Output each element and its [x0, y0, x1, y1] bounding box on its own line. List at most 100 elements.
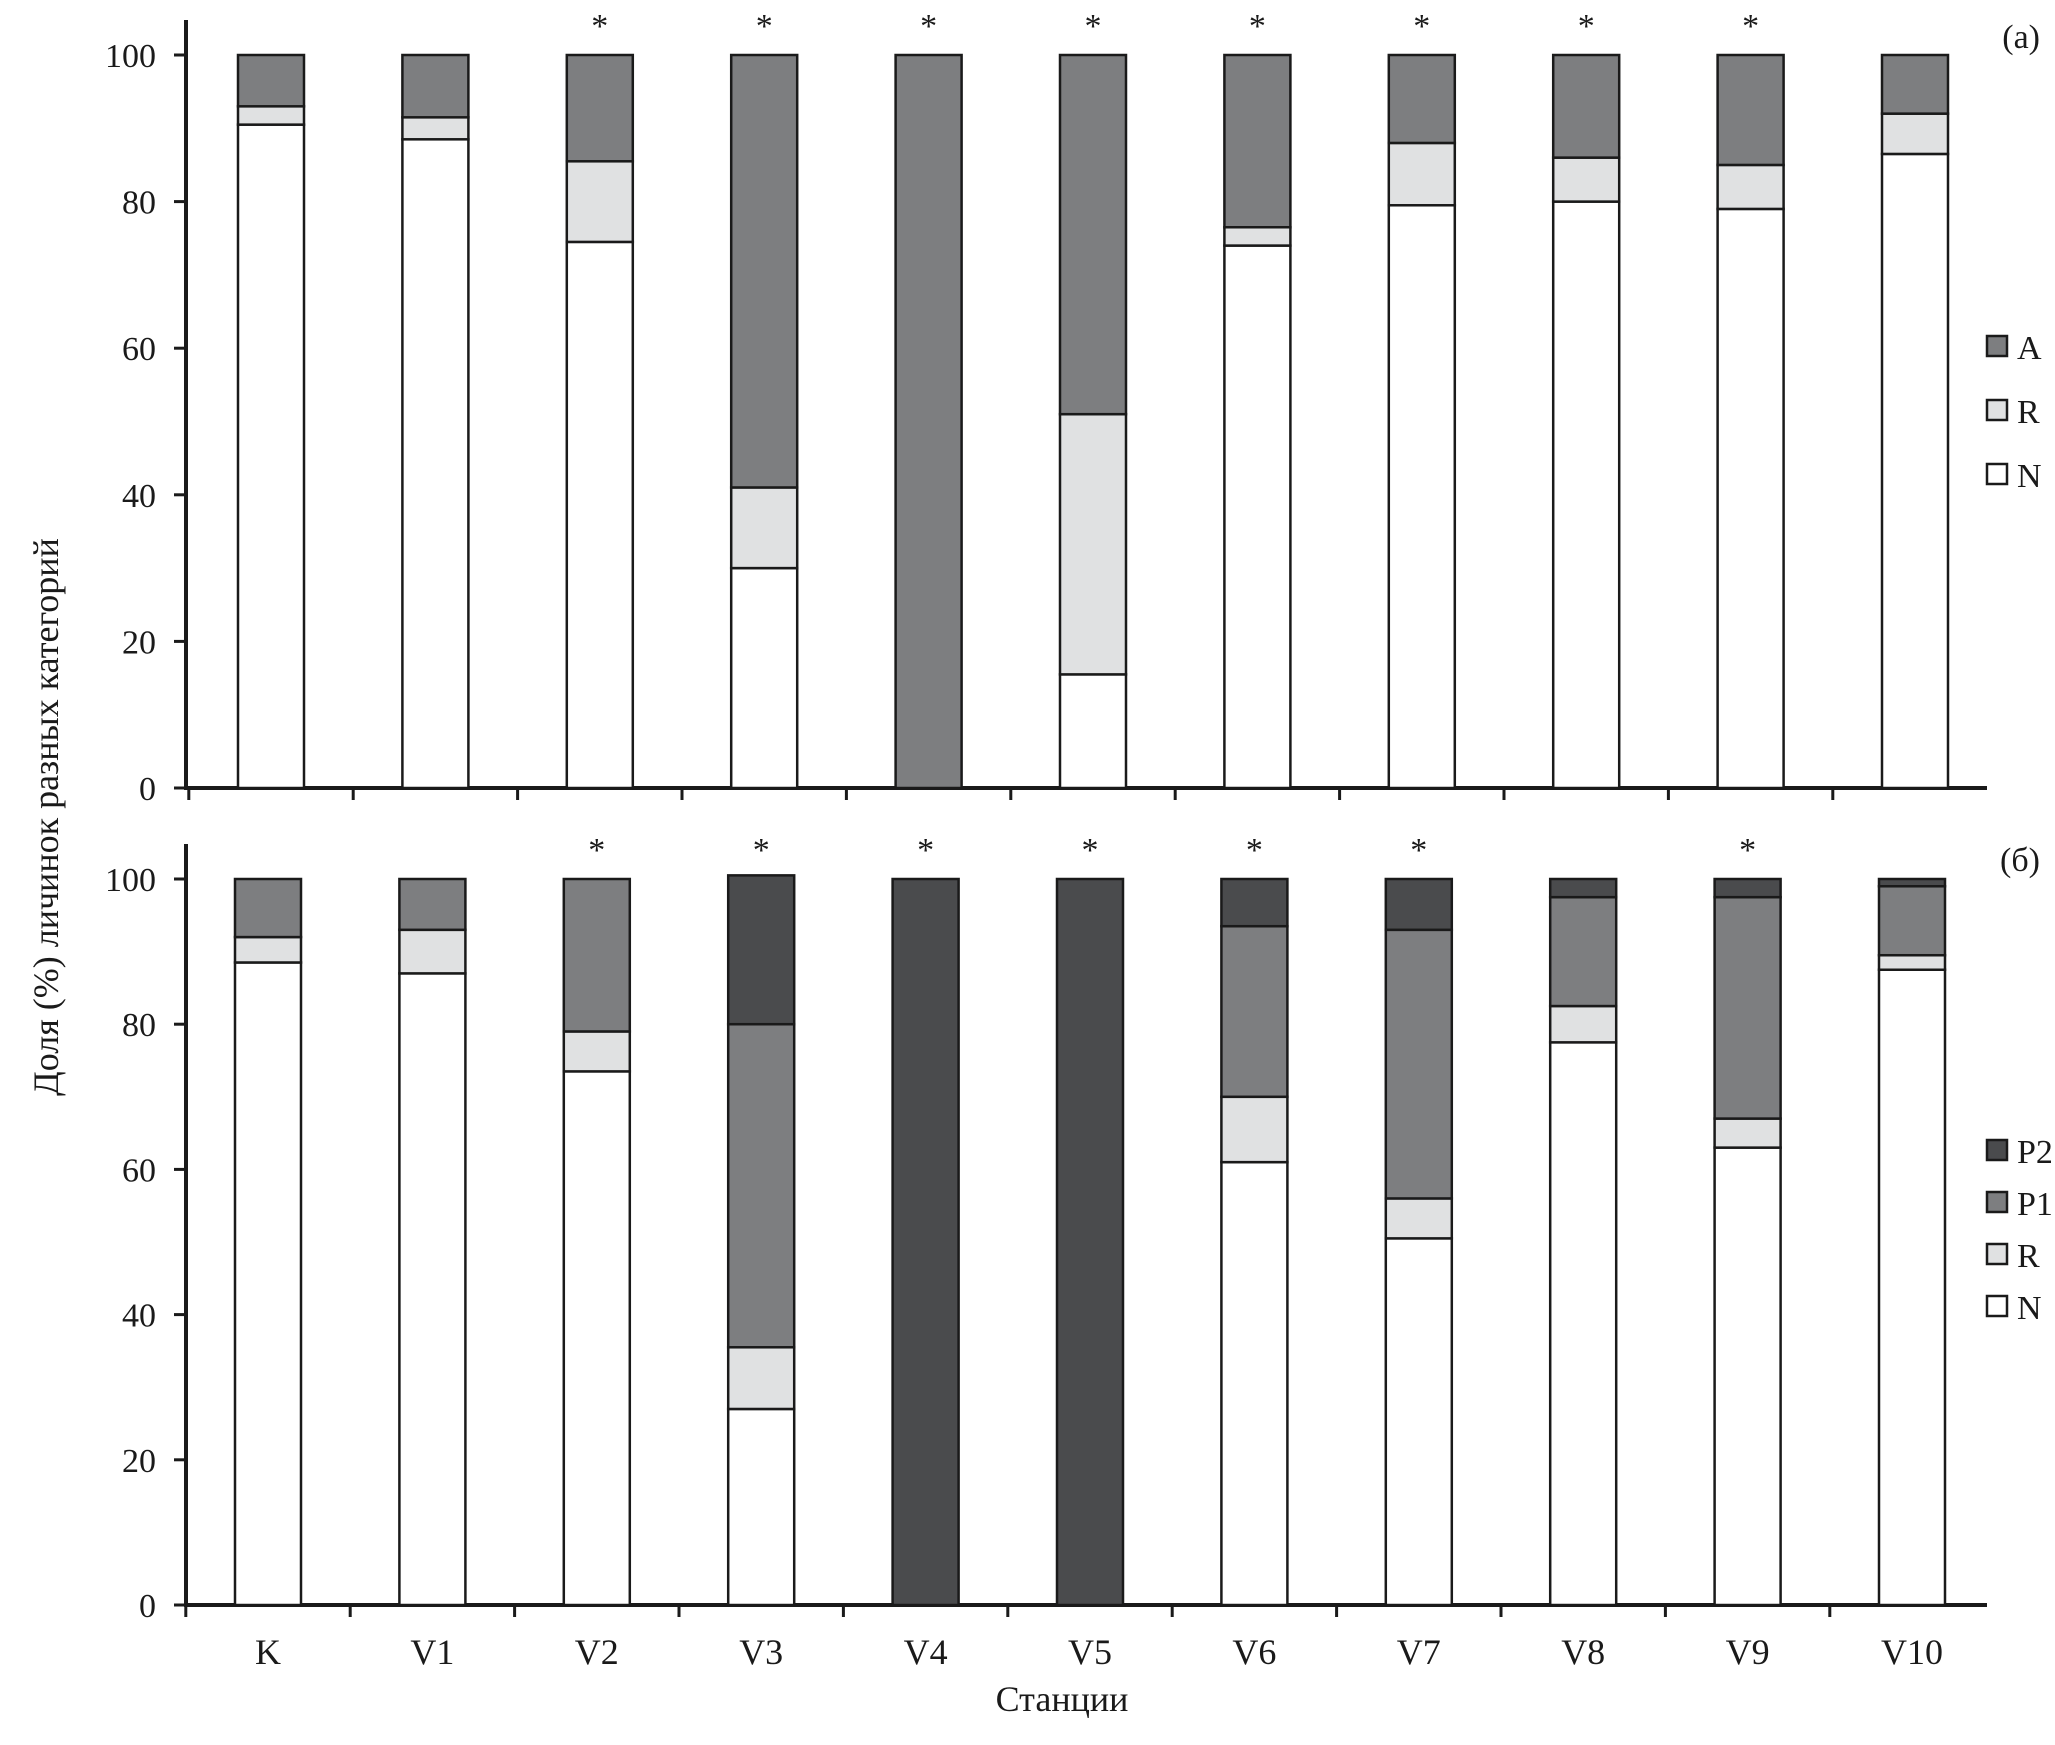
bar-segment-r-v5 [1058, 412, 1128, 676]
x-tick-label: K [255, 1632, 281, 1672]
bar-segment-n-v1 [398, 972, 467, 1607]
x-tick-label: V10 [1881, 1632, 1943, 1672]
significance-marker: * [1085, 8, 1102, 45]
y-tick-label: 20 [122, 624, 156, 661]
x-tick-label: V1 [410, 1632, 454, 1672]
bar-segment-p1-v8 [1548, 895, 1618, 1008]
bar-segment-p2-v9 [1713, 877, 1782, 899]
legend-label-r: R [2017, 394, 2040, 431]
bar-segment-a-k [236, 53, 306, 108]
bar-segment-n-v2 [562, 1070, 632, 1607]
x-tick-label: V5 [1068, 1632, 1112, 1672]
bar-segment-a-v10 [1880, 53, 1950, 115]
significance-marker: * [1578, 8, 1595, 45]
bar-segment-a-v9 [1716, 53, 1785, 167]
y-tick-label: 100 [105, 862, 156, 899]
bar-segment-p1-v10 [1877, 885, 1947, 957]
bar-segment-r-v2 [565, 160, 635, 244]
bar-segment-n-v5 [1058, 673, 1128, 790]
bar-segment-p1-v2 [562, 877, 632, 1033]
bar-segment-p1-k [233, 877, 303, 939]
bar-segment-n-v1 [401, 138, 470, 790]
significance-marker: * [1413, 8, 1430, 45]
bar-segment-r-v1 [401, 116, 470, 141]
bar-segment-r-v10 [1880, 112, 1950, 156]
bar-segment-a-v3 [729, 53, 799, 489]
y-tick-label: 40 [122, 1298, 156, 1335]
y-tick-label: 60 [122, 331, 156, 368]
significance-marker: * [753, 832, 770, 869]
x-tick-label: V9 [1726, 1632, 1770, 1672]
x-tick-label: V6 [1232, 1632, 1276, 1672]
bar-segment-p2-v8 [1548, 877, 1618, 899]
bar-segment-r-v3 [726, 1346, 796, 1411]
bar-segment-p2-v4 [891, 877, 960, 1607]
bar-segment-n-k [236, 123, 306, 790]
significance-marker: * [1082, 832, 1099, 869]
significance-marker: * [1739, 832, 1756, 869]
x-tick-label: V3 [739, 1632, 783, 1672]
y-tick-label: 80 [122, 185, 156, 222]
bar-segment-n-v9 [1716, 207, 1785, 790]
significance-marker: * [1410, 832, 1427, 869]
legend-label-p1: P1 [2017, 1186, 2053, 1223]
legend-swatch-r [1985, 398, 2009, 422]
legend-swatch-p1 [1985, 1190, 2009, 1214]
bar-segment-a-v8 [1551, 53, 1621, 159]
bar-segment-r-v7 [1387, 141, 1457, 207]
legend-label-p2: P2 [2017, 1134, 2053, 1171]
bar-segment-r-v8 [1551, 156, 1621, 203]
legend-label-n: N [2017, 458, 2042, 495]
bar-segment-r-v9 [1716, 163, 1785, 211]
bar-segment-n-v10 [1880, 152, 1950, 790]
significance-marker: * [1742, 8, 1759, 45]
bar-segment-p1-v3 [726, 1022, 796, 1349]
legend-swatch-a [1985, 334, 2009, 358]
y-tick-label: 100 [105, 38, 156, 75]
x-tick-label: V2 [575, 1632, 619, 1672]
bar-segment-n-v7 [1387, 204, 1457, 790]
bar-segment-n-v10 [1877, 968, 1947, 1607]
legend-label-n: N [2017, 1290, 2042, 1327]
significance-marker: * [917, 832, 934, 869]
bar-segment-p2-v10 [1877, 877, 1947, 888]
bar-segment-p2-v5 [1055, 877, 1125, 1607]
bar-segment-a-v5 [1058, 53, 1128, 416]
x-axis-title: Станции [996, 1679, 1129, 1719]
x-tick-label: V7 [1397, 1632, 1441, 1672]
bar-segment-p1-v1 [398, 877, 467, 932]
bar-segment-p2-v3 [726, 874, 796, 1026]
panel-b: 0 20 40 60 80 100 K V1 * V2 * V3 * V4 * V5 * V6 * V7 V8 * V9 V1… [105, 832, 2053, 1672]
bar-segment-r-v3 [729, 486, 799, 570]
x-tick-label: V4 [904, 1632, 948, 1672]
bar-segment-p2-v6 [1220, 877, 1289, 928]
bar-segment-p1-v7 [1384, 928, 1454, 1200]
y-tick-label: 40 [122, 478, 156, 515]
legend-label-r: R [2017, 1238, 2040, 1275]
significance-marker: * [1246, 832, 1263, 869]
legend-swatch-n [1985, 1294, 2009, 1318]
bar-segment-p2-v7 [1384, 877, 1454, 932]
x-tick-label: V8 [1561, 1632, 1605, 1672]
bar-segment-a-v6 [1223, 53, 1292, 229]
bar-segment-n-v3 [726, 1407, 796, 1607]
bar-segment-r-k [236, 105, 306, 126]
significance-marker: * [591, 8, 608, 45]
bar-segment-n-v7 [1384, 1237, 1454, 1607]
legend-swatch-n [1985, 462, 2009, 486]
significance-marker: * [1249, 8, 1266, 45]
bar-segment-n-v8 [1551, 200, 1621, 790]
bar-segment-r-v9 [1713, 1117, 1782, 1149]
bar-segment-p1-v6 [1220, 924, 1289, 1099]
y-tick-label: 80 [122, 1007, 156, 1044]
bar-segment-n-v3 [729, 566, 799, 790]
panel-label: (а) [2002, 19, 2040, 56]
bar-segment-n-v8 [1548, 1041, 1618, 1607]
legend-swatch-p2 [1985, 1138, 2009, 1162]
bar-segment-a-v1 [401, 53, 470, 119]
panel-a: 0 20 40 60 80 100 * * * * * * * * (а) ARN [105, 8, 2042, 808]
bar-segment-a-v2 [565, 53, 635, 163]
y-tick-label: 60 [122, 1152, 156, 1189]
